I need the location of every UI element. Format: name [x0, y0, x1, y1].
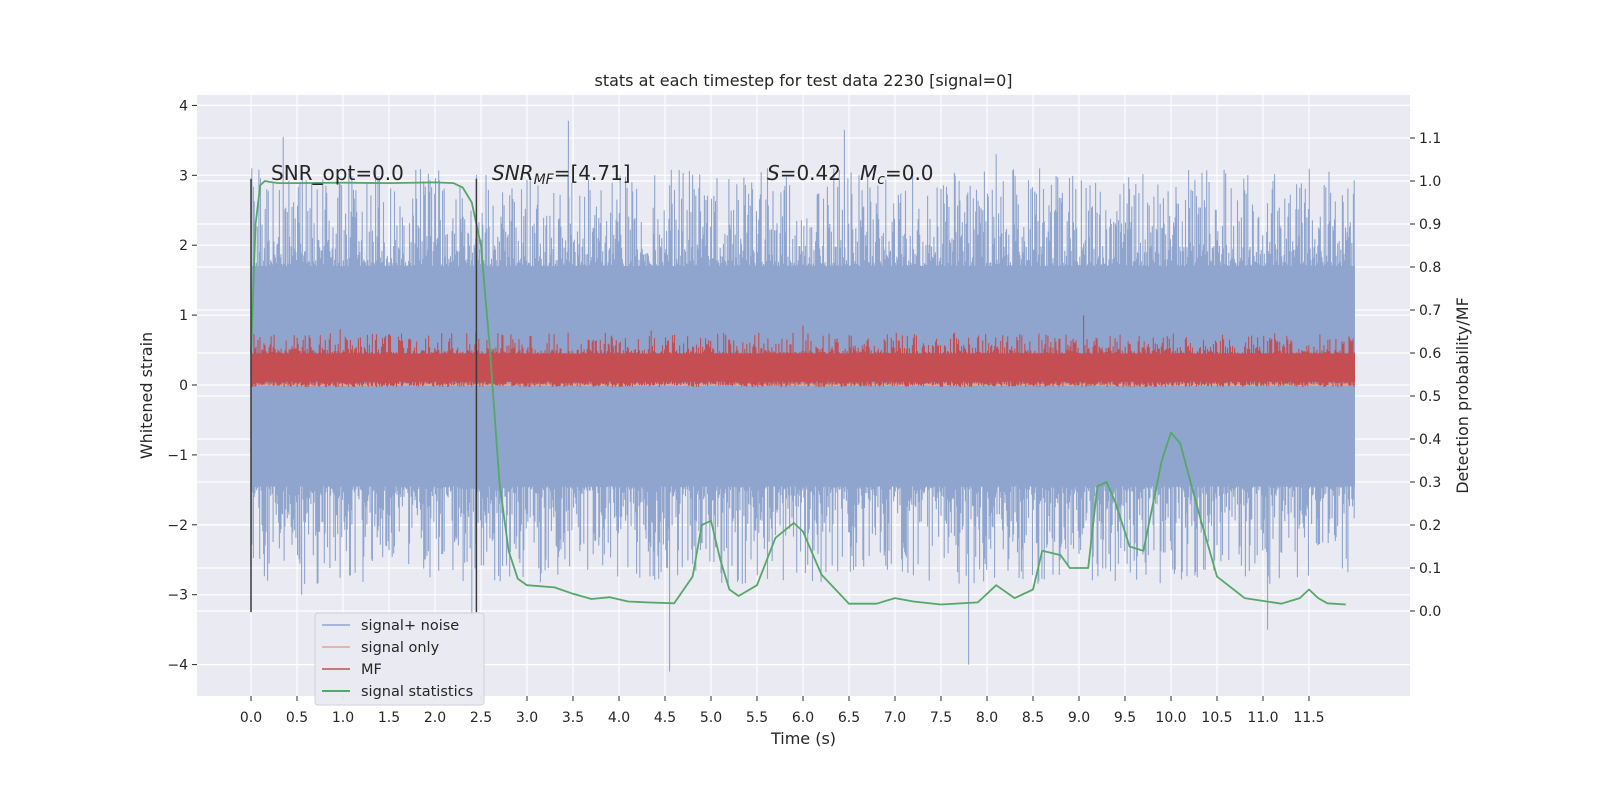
- s-value: =0.42: [780, 161, 841, 185]
- mc-value: =0.0: [885, 161, 934, 185]
- series-mf: [250, 315, 1355, 388]
- x-tick-label: 0.5: [286, 710, 308, 726]
- x-tick-label: 2.5: [470, 710, 492, 726]
- series-signal-statistics: [250, 180, 1346, 606]
- x-tick-label: 3.0: [516, 710, 538, 726]
- legend-label: MF: [361, 662, 382, 678]
- y2-tick-label: 1.1: [1419, 131, 1441, 147]
- y2-tick-label: 0.1: [1419, 561, 1441, 577]
- y-tick-label: −2: [167, 518, 188, 534]
- y2-tick-label: 0.2: [1419, 518, 1441, 534]
- y-tick-label: 2: [179, 238, 188, 254]
- x-tick-label: 2.0: [424, 710, 446, 726]
- legend-label: signal only: [361, 640, 440, 656]
- x-tick-label: 3.5: [562, 710, 584, 726]
- snr-mf-value: =[4.71]: [554, 161, 631, 185]
- axis-ticks: 0.0 0.5 1.0 1.5 2.0 2.5 3.0 3.5 4.0 4.5 5.0 5.5 6.0 6…: [167, 98, 1441, 726]
- x-axis-label: Time (s): [770, 729, 836, 748]
- y2-tick-label: 0.3: [1419, 475, 1441, 491]
- x-tick-label: 4.0: [608, 710, 630, 726]
- snr-mf-label: SNR: [492, 161, 534, 185]
- y2-axis-label: Detection probability/MF: [1453, 297, 1472, 494]
- y-tick-label: 0: [179, 378, 188, 394]
- x-tick-label: 10.0: [1155, 710, 1186, 726]
- x-tick-label: 10.5: [1201, 710, 1232, 726]
- window-markers: [250, 178, 478, 613]
- y2-tick-label: 0.7: [1419, 303, 1441, 319]
- series-layer: [250, 120, 1355, 672]
- x-tick-label: 8.5: [1022, 710, 1044, 726]
- annotation-snr-opt: SNR_opt=0.0: [271, 161, 404, 185]
- x-tick-label: 4.5: [654, 710, 676, 726]
- x-tick-label: 1.5: [378, 710, 400, 726]
- x-tick-label: 1.0: [332, 710, 354, 726]
- x-tick-label: 6.0: [792, 710, 814, 726]
- snr-mf-subscript: MF: [534, 172, 555, 188]
- y2-tick-label: 0.6: [1419, 346, 1441, 362]
- chart-title: stats at each timestep for test data 223…: [594, 71, 1012, 90]
- legend-item: MF: [322, 662, 382, 678]
- y2-tick-label: 0.5: [1419, 389, 1441, 405]
- x-tick-label: 5.0: [700, 710, 722, 726]
- y-tick-label: −4: [167, 658, 188, 674]
- x-tick-label: 7.0: [884, 710, 906, 726]
- y2-tick-label: 0.0: [1419, 604, 1441, 620]
- mc-subscript: c: [877, 172, 885, 188]
- x-tick-label: 0.0: [240, 710, 262, 726]
- y-axis-label: Whitened strain: [137, 332, 156, 459]
- y-tick-label: 4: [179, 98, 188, 114]
- y-tick-label: −3: [167, 588, 188, 604]
- series-line: [250, 180, 1346, 606]
- legend-item: signal+ noise: [322, 618, 459, 634]
- annotation-s: S=0.42: [767, 161, 841, 185]
- x-tick-label: 11.0: [1247, 710, 1278, 726]
- y2-tick-label: 0.9: [1419, 217, 1441, 233]
- mc-label: M: [860, 161, 877, 185]
- x-tick-label: 8.0: [976, 710, 998, 726]
- y2-tick-label: 1.0: [1419, 174, 1441, 190]
- y-tick-label: 1: [179, 308, 188, 324]
- legend: signal+ noise signal only MF signal statist…: [314, 612, 485, 706]
- x-tick-label: 9.5: [1114, 710, 1136, 726]
- x-tick-label: 9.0: [1068, 710, 1090, 726]
- x-tick-label: 11.5: [1293, 710, 1324, 726]
- x-tick-label: 6.5: [838, 710, 860, 726]
- y2-tick-label: 0.4: [1419, 432, 1441, 448]
- y2-tick-label: 0.8: [1419, 260, 1441, 276]
- legend-label: signal+ noise: [361, 618, 459, 634]
- legend-item: signal only: [322, 640, 440, 656]
- s-label: S: [767, 161, 780, 185]
- legend-box: [314, 612, 485, 706]
- x-tick-label: 5.5: [746, 710, 768, 726]
- annotation-snr-mf: SNRMF=[4.71]: [492, 161, 631, 188]
- y-tick-label: 3: [179, 168, 188, 184]
- annotation-mc: Mc=0.0: [860, 161, 934, 188]
- x-tick-label: 7.5: [930, 710, 952, 726]
- y-tick-label: −1: [167, 448, 188, 464]
- legend-label: signal statistics: [361, 684, 473, 700]
- legend-item: signal statistics: [322, 684, 473, 700]
